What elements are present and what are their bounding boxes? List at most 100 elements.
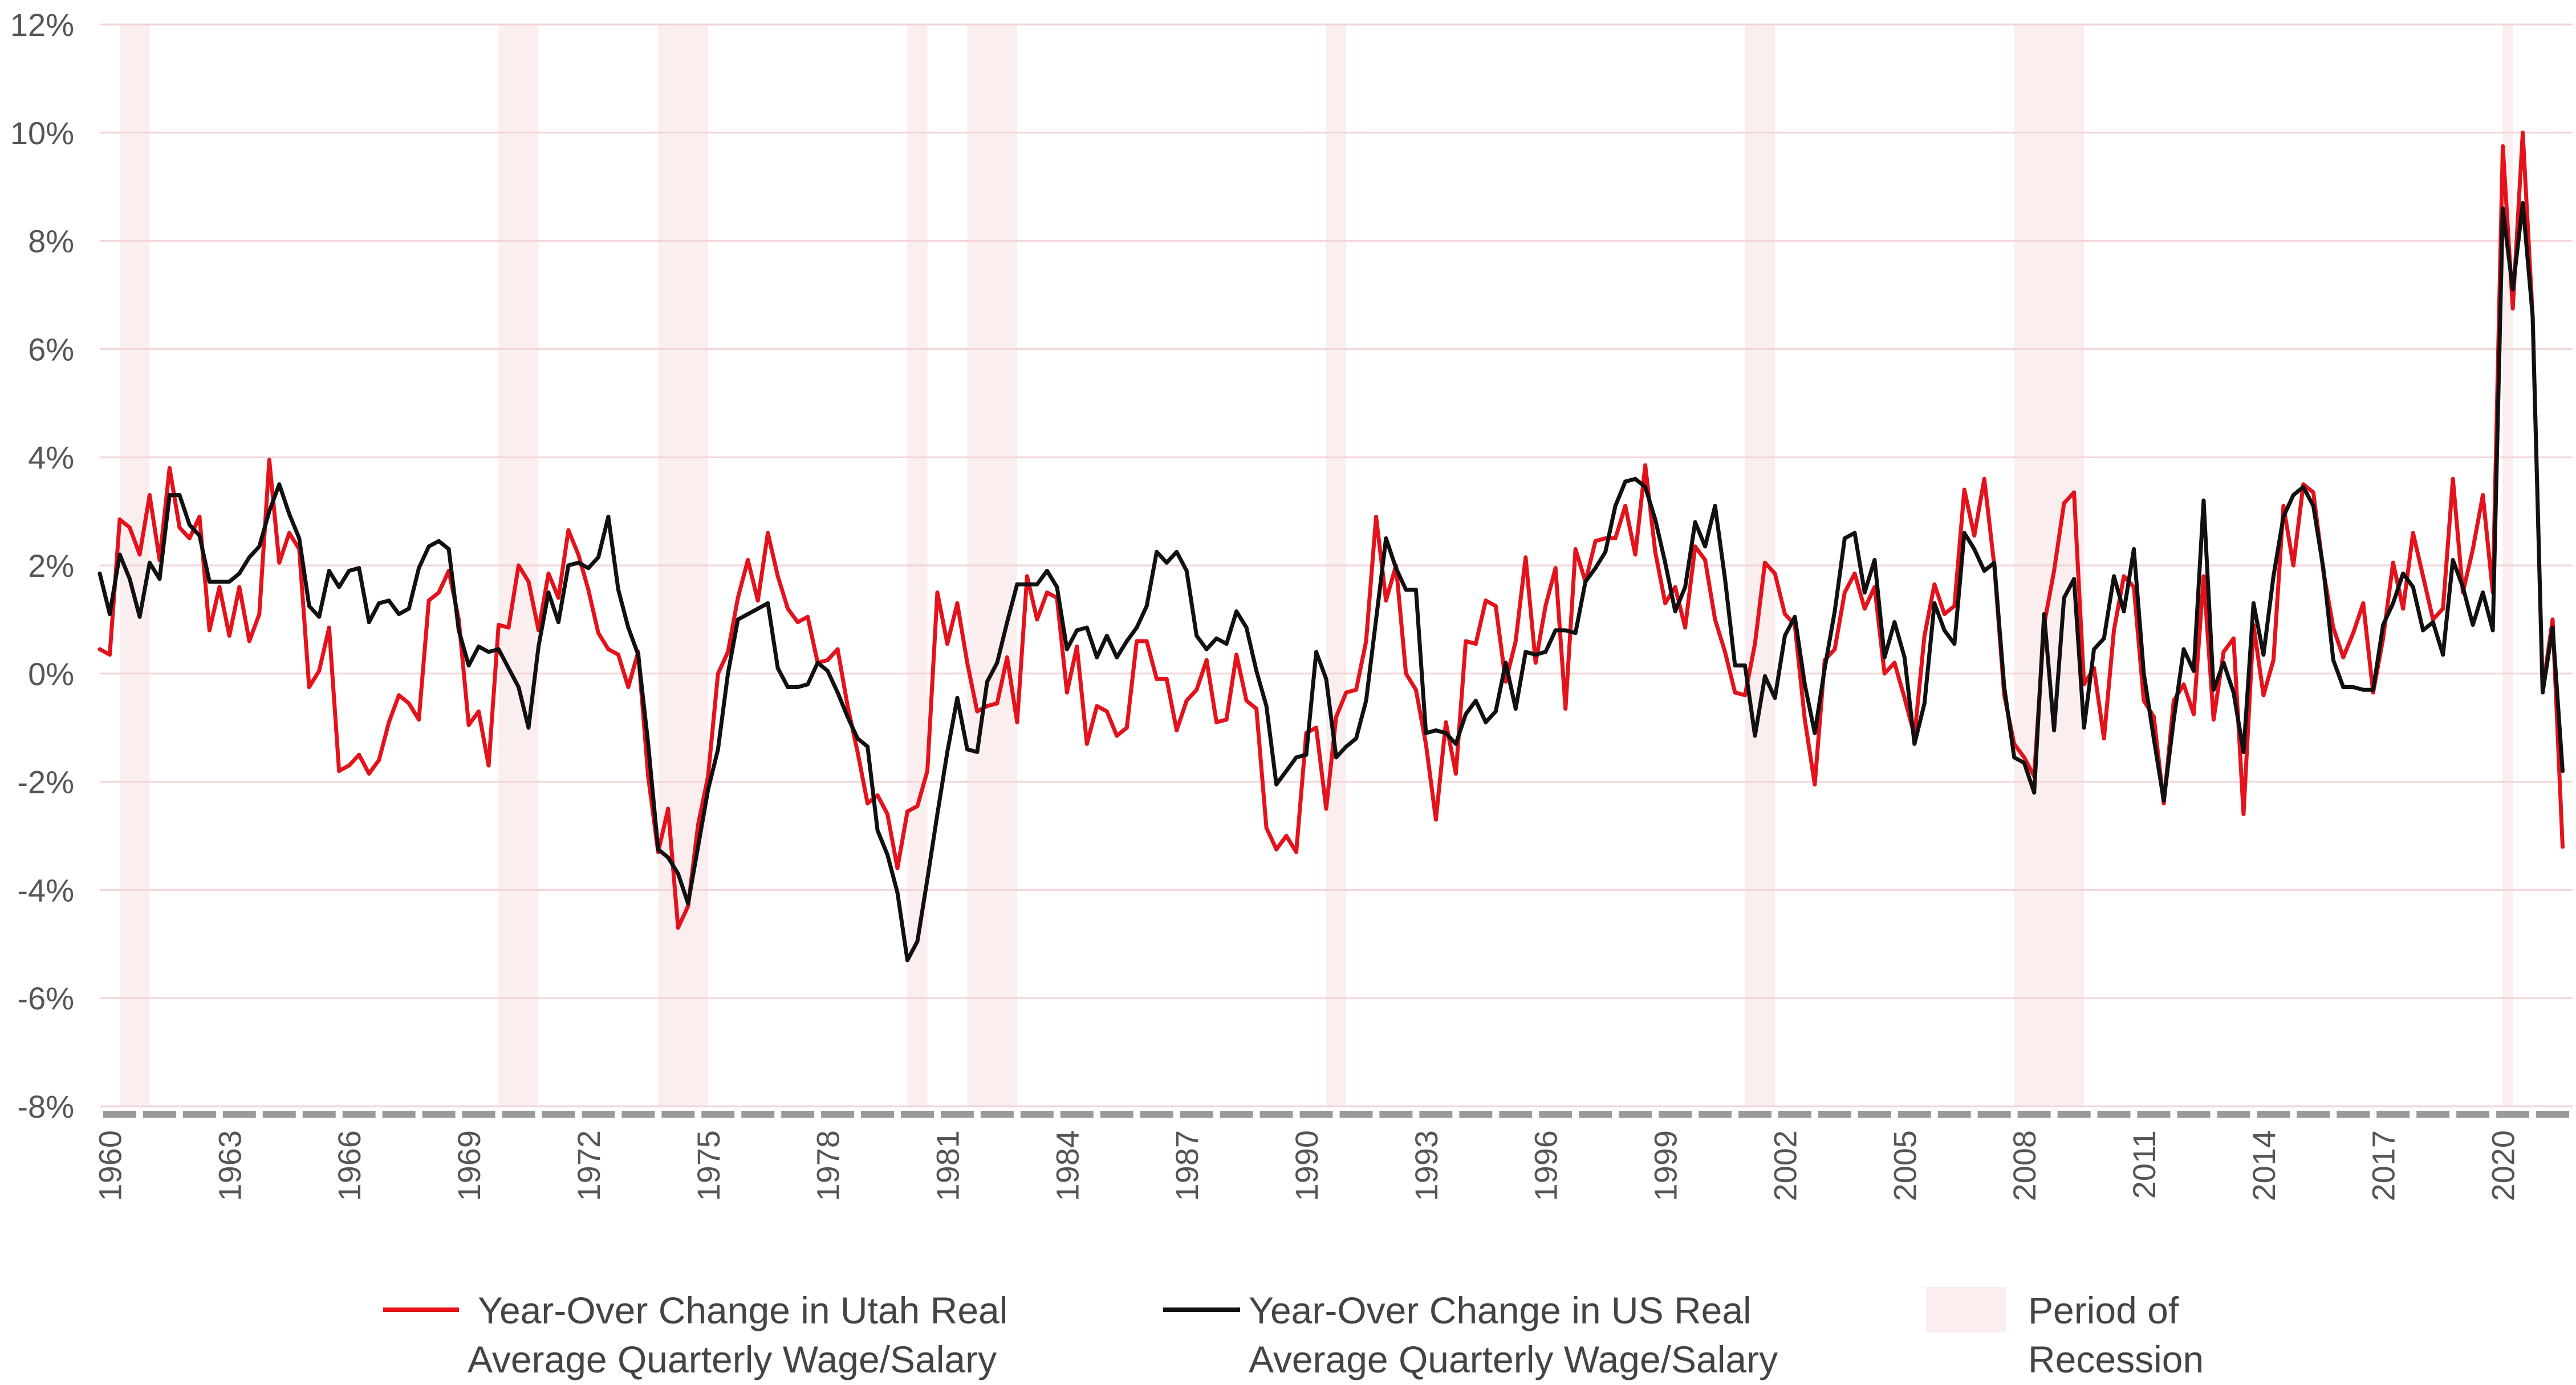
series-lines xyxy=(97,131,2565,963)
series-0-point-112 xyxy=(1214,720,1219,724)
series-0-point-110 xyxy=(1194,687,1199,692)
series-1-point-195 xyxy=(2042,612,2046,616)
series-0-point-144 xyxy=(1533,661,1538,665)
series-1-point-87 xyxy=(965,747,969,752)
series-1-point-81 xyxy=(905,958,909,963)
series-1-point-61 xyxy=(706,788,710,792)
series-1-point-137 xyxy=(1464,712,1468,716)
series-1-point-216 xyxy=(2251,601,2256,605)
series-1-point-192 xyxy=(2012,755,2017,760)
x-tick-label-16: 2008 xyxy=(2006,1130,2042,1201)
series-0-point-118 xyxy=(1274,847,1279,852)
series-0-point-134 xyxy=(1433,817,1438,822)
series-0-point-0 xyxy=(97,647,102,651)
series-1-point-219 xyxy=(2281,515,2286,519)
series-0-point-47 xyxy=(566,528,571,532)
series-1-point-78 xyxy=(875,828,880,833)
series-0-point-242 xyxy=(2510,306,2515,311)
series-0-point-42 xyxy=(517,563,521,568)
series-0-point-212 xyxy=(2211,718,2216,722)
series-1-point-34 xyxy=(437,539,441,543)
series-0-point-158 xyxy=(1673,585,1677,589)
x-tick-label-14: 2002 xyxy=(1767,1130,1803,1201)
series-1-point-82 xyxy=(915,939,920,944)
series-1-point-79 xyxy=(885,853,889,857)
series-1-point-236 xyxy=(2451,558,2455,562)
series-0-point-97 xyxy=(1064,690,1069,695)
x-tick-label-18: 2014 xyxy=(2246,1130,2282,1201)
y-tick-label-5: 2% xyxy=(28,548,74,584)
series-1-point-147 xyxy=(1563,628,1568,633)
series-1-point-202 xyxy=(2112,574,2116,579)
series-1-point-157 xyxy=(1663,560,1668,565)
legend-label-us-line-2: Average Quarterly Wage/Salary xyxy=(1249,1338,1778,1380)
series-1-point-213 xyxy=(2221,661,2226,665)
series-1-point-124 xyxy=(1334,755,1338,760)
series-1-point-39 xyxy=(486,650,491,654)
series-0-point-241 xyxy=(2501,144,2505,148)
series-1-point-112 xyxy=(1214,636,1219,641)
series-1-point-221 xyxy=(2301,484,2306,489)
series-1-point-29 xyxy=(387,598,391,603)
series-0-point-46 xyxy=(556,596,560,600)
series-0-point-219 xyxy=(2281,504,2286,508)
series-0-point-33 xyxy=(426,598,431,603)
series-0-point-107 xyxy=(1164,677,1169,681)
series-0-point-166 xyxy=(1753,642,1757,646)
series-0-point-116 xyxy=(1254,707,1259,711)
series-0-point-123 xyxy=(1324,806,1328,811)
y-tick-label-6: 4% xyxy=(28,439,74,475)
series-0-point-217 xyxy=(2261,693,2266,698)
series-1-point-182 xyxy=(1912,742,1917,746)
series-1-point-200 xyxy=(2092,647,2096,651)
series-1-point-105 xyxy=(1144,604,1149,608)
series-1-point-247 xyxy=(2561,769,2565,773)
x-tick-label-15: 2005 xyxy=(1887,1130,1923,1201)
series-1-point-46 xyxy=(556,620,560,625)
series-0-point-133 xyxy=(1424,742,1428,746)
series-1-point-239 xyxy=(2481,590,2485,594)
series-1-point-130 xyxy=(1393,566,1398,571)
series-0-point-185 xyxy=(1942,612,1947,616)
series-0-point-197 xyxy=(2062,501,2066,506)
series-1-point-27 xyxy=(367,620,371,625)
series-1-point-152 xyxy=(1613,504,1618,508)
series-1-point-100 xyxy=(1095,655,1099,659)
series-1-point-98 xyxy=(1075,628,1079,633)
series-0-point-188 xyxy=(1972,533,1977,538)
y-tick-label-8: 8% xyxy=(28,223,74,259)
x-tick-label-13: 1999 xyxy=(1648,1130,1684,1201)
series-1-point-201 xyxy=(2102,636,2106,641)
series-0-point-231 xyxy=(2401,606,2406,611)
series-0-point-32 xyxy=(417,718,421,722)
series-0-point-17 xyxy=(267,458,271,462)
series-0-point-122 xyxy=(1314,726,1318,730)
series-1-point-15 xyxy=(247,555,251,560)
series-0-point-246 xyxy=(2550,617,2555,622)
series-0-point-63 xyxy=(726,650,730,654)
series-1-point-63 xyxy=(726,671,730,676)
series-0-point-180 xyxy=(1892,661,1897,665)
legend: Year-Over Change in Utah Real Average Qu… xyxy=(383,1287,2204,1380)
series-0-point-29 xyxy=(387,720,391,724)
series-0-point-58 xyxy=(676,926,680,930)
series-0-point-153 xyxy=(1623,504,1628,508)
series-1-point-111 xyxy=(1204,647,1209,651)
series-0-point-127 xyxy=(1364,639,1368,643)
series-1-point-173 xyxy=(1822,666,1827,670)
series-1-point-158 xyxy=(1673,609,1677,614)
x-tick-label-12: 1996 xyxy=(1528,1130,1564,1201)
series-1-point-41 xyxy=(506,666,511,670)
series-1-point-16 xyxy=(257,544,262,549)
series-1-point-95 xyxy=(1045,569,1049,573)
series-0-point-34 xyxy=(437,590,441,594)
series-0-point-81 xyxy=(905,809,909,814)
series-1-point-144 xyxy=(1533,653,1538,657)
series-1-point-7 xyxy=(167,493,172,498)
series-1-point-228 xyxy=(2371,687,2375,692)
series-0-point-94 xyxy=(1035,617,1039,622)
series-1-point-171 xyxy=(1802,682,1807,687)
x-tick-label-8: 1984 xyxy=(1049,1130,1085,1201)
series-0-point-181 xyxy=(1902,696,1907,700)
